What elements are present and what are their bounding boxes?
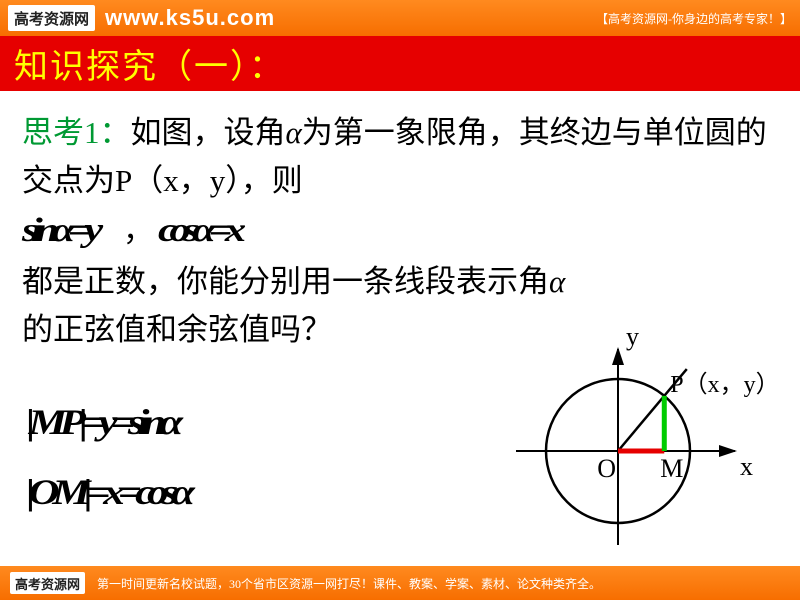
question-label: 思考1： (22, 115, 131, 150)
cos-expression: cosα=x (158, 205, 239, 258)
comma-sep: ， (123, 207, 154, 255)
bottom-text: 第一时间更新名校试题，30个省市区资源一网打尽！课件、教案、学案、素材、论文种类… (97, 575, 601, 592)
section-heading: 知识探究（一）： (14, 39, 285, 88)
alpha-symbol-2: α (549, 258, 565, 306)
question-text-4: 的正弦值和余弦值吗？ (22, 306, 332, 354)
equation-mp: |MP|=y=sinα (26, 401, 176, 443)
bottom-logo: 高考资源网 (10, 572, 85, 594)
alpha-symbol-1: α (286, 115, 302, 150)
question-text-3a: 都是正数，你能分别用一条线段表示角 (22, 258, 549, 306)
equation-om: |OM|=x=cosα (26, 471, 188, 513)
question-text-1: 如图，设角 (131, 115, 286, 150)
question-paragraph: 思考1：如图，设角α为第一象限角，其终边与单位圆的交点为P（x，y），则 (22, 109, 778, 205)
svg-text:x: x (740, 452, 753, 481)
unit-circle-diagram: x y O M P（x，y） (488, 321, 788, 551)
svg-text:O: O (597, 454, 616, 483)
sin-expression: sinα=y (22, 205, 96, 258)
top-logo: 高考资源网 (8, 5, 95, 31)
section-heading-strip: 知识探究（一）： (0, 36, 800, 91)
svg-text:M: M (660, 454, 683, 483)
banner-tag: 【高考资源网-你身边的高考专家！】 (596, 10, 792, 27)
content-area: 思考1：如图，设角α为第一象限角，其终边与单位圆的交点为P（x，y），则 sin… (0, 91, 800, 566)
svg-text:P（x，y）: P（x，y） (670, 372, 779, 398)
banner-url: www.ks5u.com (105, 5, 275, 31)
top-banner: 高考资源网 www.ks5u.com 【高考资源网-你身边的高考专家！】 (0, 0, 800, 36)
svg-text:y: y (626, 322, 639, 351)
bottom-banner: 高考资源网 第一时间更新名校试题，30个省市区资源一网打尽！课件、教案、学案、素… (0, 566, 800, 600)
